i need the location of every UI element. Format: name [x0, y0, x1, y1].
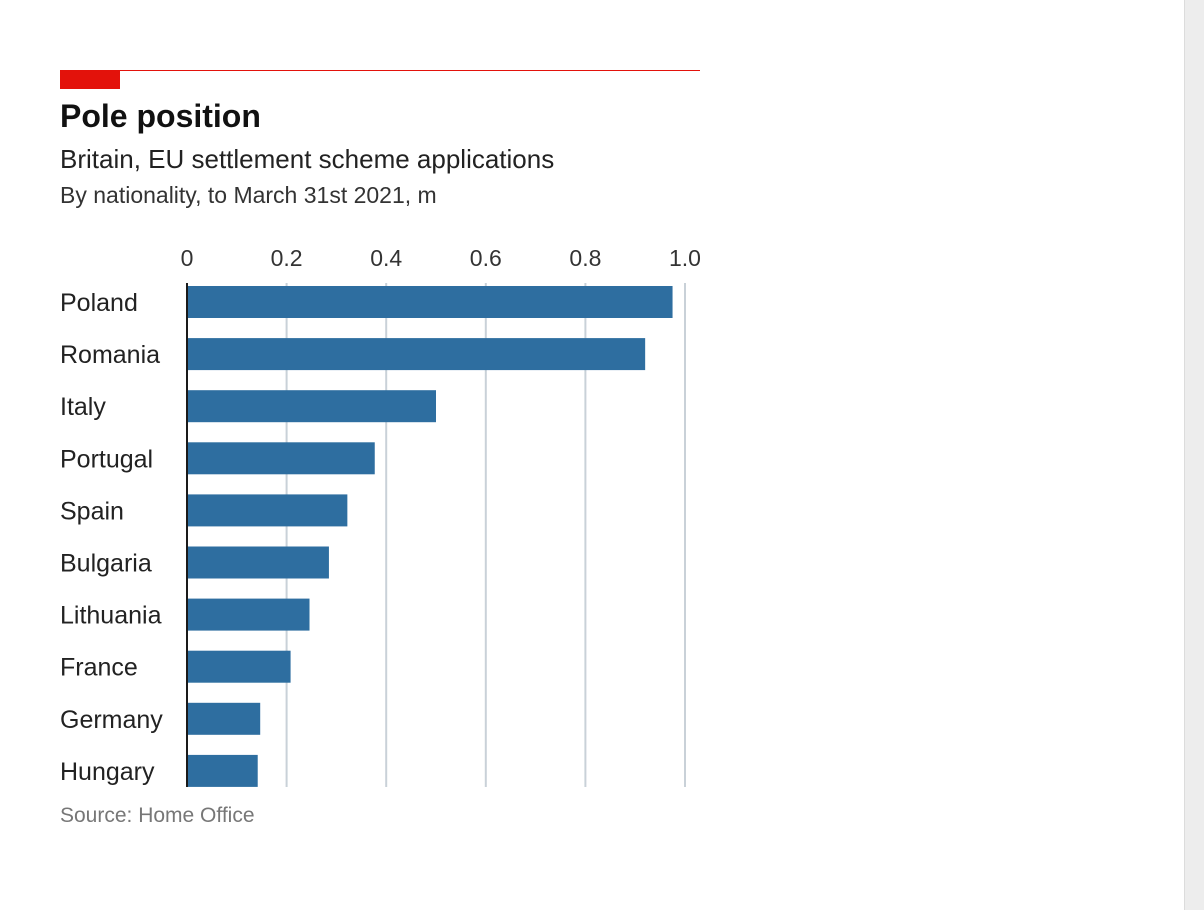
x-tick-label: 0 — [181, 245, 194, 271]
category-label: Spain — [60, 497, 124, 525]
x-tick-label: 0.2 — [271, 245, 303, 271]
bar — [187, 494, 348, 527]
x-tick-label: 0.6 — [470, 245, 502, 271]
top-rule — [60, 70, 700, 71]
chart-title: Pole position — [60, 98, 261, 134]
category-label: Bulgaria — [60, 550, 152, 578]
bar — [187, 754, 258, 787]
chart-subtitle: Britain, EU settlement scheme applicatio… — [60, 144, 555, 174]
bar — [187, 338, 646, 371]
category-label: France — [60, 654, 138, 682]
category-label: Portugal — [60, 445, 153, 473]
category-label: Italy — [60, 393, 106, 421]
bar — [187, 598, 310, 631]
bar — [187, 286, 673, 318]
bar — [187, 546, 329, 579]
source-note: Source: Home Office — [60, 804, 255, 827]
category-label: Romania — [60, 341, 160, 369]
category-label: Poland — [60, 289, 138, 317]
bar — [187, 650, 291, 683]
x-tick-label: 0.8 — [569, 245, 601, 271]
category-label: Lithuania — [60, 602, 162, 630]
bar — [187, 702, 261, 735]
brand-tab — [60, 70, 120, 89]
chart-unit-line: By nationality, to March 31st 2021, m — [60, 182, 437, 208]
category-label: Hungary — [60, 758, 155, 786]
page-edge — [1184, 0, 1204, 910]
x-tick-label: 0.4 — [370, 245, 402, 271]
x-tick-label: 1.0 — [669, 245, 701, 271]
category-label: Germany — [60, 706, 163, 734]
bar — [187, 390, 436, 423]
bar — [187, 442, 375, 475]
